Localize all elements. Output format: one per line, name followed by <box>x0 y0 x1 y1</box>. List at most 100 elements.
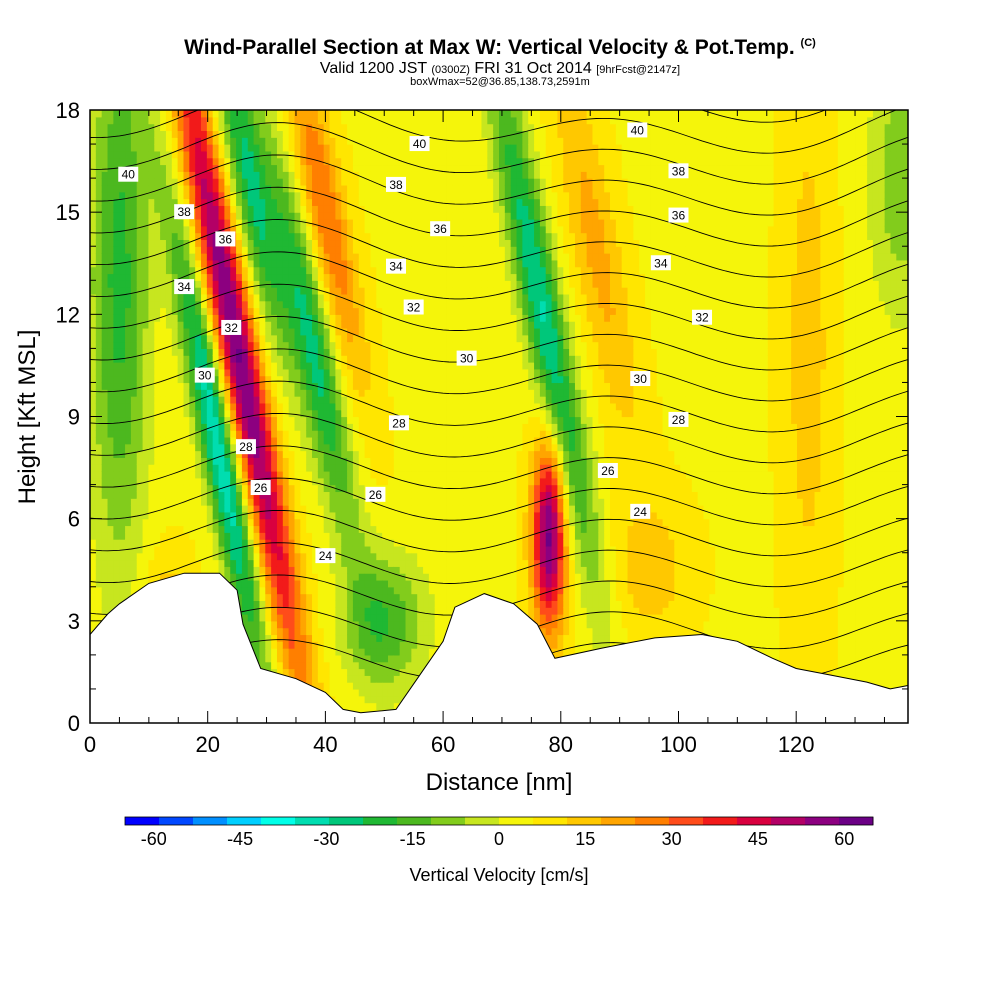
velocity-cell <box>165 545 173 554</box>
velocity-cell <box>306 579 313 588</box>
velocity-cell <box>393 695 401 704</box>
velocity-cell <box>136 409 144 418</box>
velocity-cell <box>323 566 331 574</box>
velocity-cell <box>364 110 372 118</box>
velocity-cell <box>218 409 225 418</box>
velocity-cell <box>370 218 377 227</box>
velocity-cell <box>312 212 319 220</box>
velocity-cell <box>253 396 261 404</box>
velocity-cell <box>247 545 255 554</box>
velocity-cell <box>101 150 109 159</box>
velocity-cell <box>230 362 237 370</box>
velocity-cell <box>154 457 161 465</box>
velocity-cell <box>259 573 266 581</box>
velocity-cell <box>183 334 190 343</box>
velocity-cell <box>154 212 161 220</box>
velocity-cell <box>341 116 348 125</box>
velocity-cell <box>399 470 407 479</box>
velocity-cell <box>393 225 401 234</box>
velocity-cell <box>358 532 366 540</box>
velocity-cell <box>347 511 354 520</box>
velocity-cell <box>107 416 114 424</box>
velocity-cell <box>294 593 301 601</box>
velocity-cell <box>171 130 179 138</box>
velocity-cell <box>247 518 255 527</box>
velocity-cell <box>317 402 325 411</box>
velocity-cell <box>323 382 331 390</box>
velocity-cell <box>165 178 173 186</box>
velocity-cell <box>352 334 360 343</box>
velocity-cell <box>393 205 401 213</box>
velocity-cell <box>341 191 348 200</box>
velocity-cell <box>90 511 97 520</box>
velocity-cell <box>282 184 290 193</box>
velocity-cell <box>288 389 296 397</box>
velocity-cell <box>101 436 109 445</box>
velocity-cell <box>347 246 354 254</box>
velocity-cell <box>312 607 319 615</box>
velocity-cell <box>317 273 325 281</box>
velocity-cell <box>276 164 284 172</box>
velocity-cell <box>276 579 284 588</box>
velocity-cell <box>364 334 372 343</box>
velocity-cell <box>236 368 243 377</box>
velocity-cell <box>411 593 418 601</box>
velocity-cell <box>405 178 412 186</box>
velocity-cell <box>236 184 243 193</box>
velocity-cell <box>142 184 150 193</box>
velocity-cell <box>90 321 97 329</box>
velocity-cell <box>294 164 301 172</box>
velocity-cell <box>171 389 179 397</box>
velocity-cell <box>312 191 319 200</box>
velocity-cell <box>142 266 150 275</box>
velocity-cell <box>148 253 155 261</box>
velocity-cell <box>224 396 231 404</box>
velocity-cell <box>364 362 372 370</box>
velocity-cell <box>288 545 296 554</box>
velocity-cell <box>323 607 331 615</box>
velocity-cell <box>411 675 418 683</box>
velocity-cell <box>276 110 284 118</box>
velocity-cell <box>241 307 249 315</box>
velocity-cell <box>288 559 296 567</box>
velocity-cell <box>335 287 342 295</box>
velocity-cell <box>306 116 313 125</box>
velocity-cell <box>160 552 167 561</box>
velocity-cell <box>247 416 255 424</box>
velocity-cell <box>177 253 185 261</box>
velocity-cell <box>306 130 313 138</box>
velocity-cell <box>201 239 208 247</box>
velocity-cell <box>136 164 144 172</box>
velocity-cell <box>160 566 167 574</box>
velocity-cell <box>241 614 249 622</box>
velocity-cell <box>352 416 360 424</box>
velocity-cell <box>312 116 319 125</box>
velocity-cell <box>148 532 155 540</box>
velocity-cell <box>206 457 214 465</box>
velocity-cell <box>130 484 138 493</box>
velocity-cell <box>206 191 214 200</box>
velocity-cell <box>130 205 138 213</box>
velocity-cell <box>206 416 214 424</box>
velocity-cell <box>282 253 290 261</box>
velocity-cell <box>370 573 377 581</box>
velocity-cell <box>136 184 144 193</box>
velocity-cell <box>236 505 243 513</box>
velocity-cell <box>347 212 354 220</box>
velocity-cell <box>294 668 301 676</box>
velocity-cell <box>271 171 278 179</box>
velocity-cell <box>119 573 126 581</box>
velocity-cell <box>241 178 249 186</box>
velocity-cell <box>160 416 167 424</box>
velocity-cell <box>136 253 144 261</box>
velocity-cell <box>171 464 179 472</box>
velocity-cell <box>247 402 255 411</box>
velocity-cell <box>347 130 354 138</box>
velocity-cell <box>370 300 377 309</box>
velocity-cell <box>241 239 249 247</box>
velocity-cell <box>253 198 261 206</box>
velocity-cell <box>125 539 132 547</box>
velocity-cell <box>382 314 389 322</box>
velocity-cell <box>317 239 325 247</box>
velocity-cell <box>142 239 150 247</box>
